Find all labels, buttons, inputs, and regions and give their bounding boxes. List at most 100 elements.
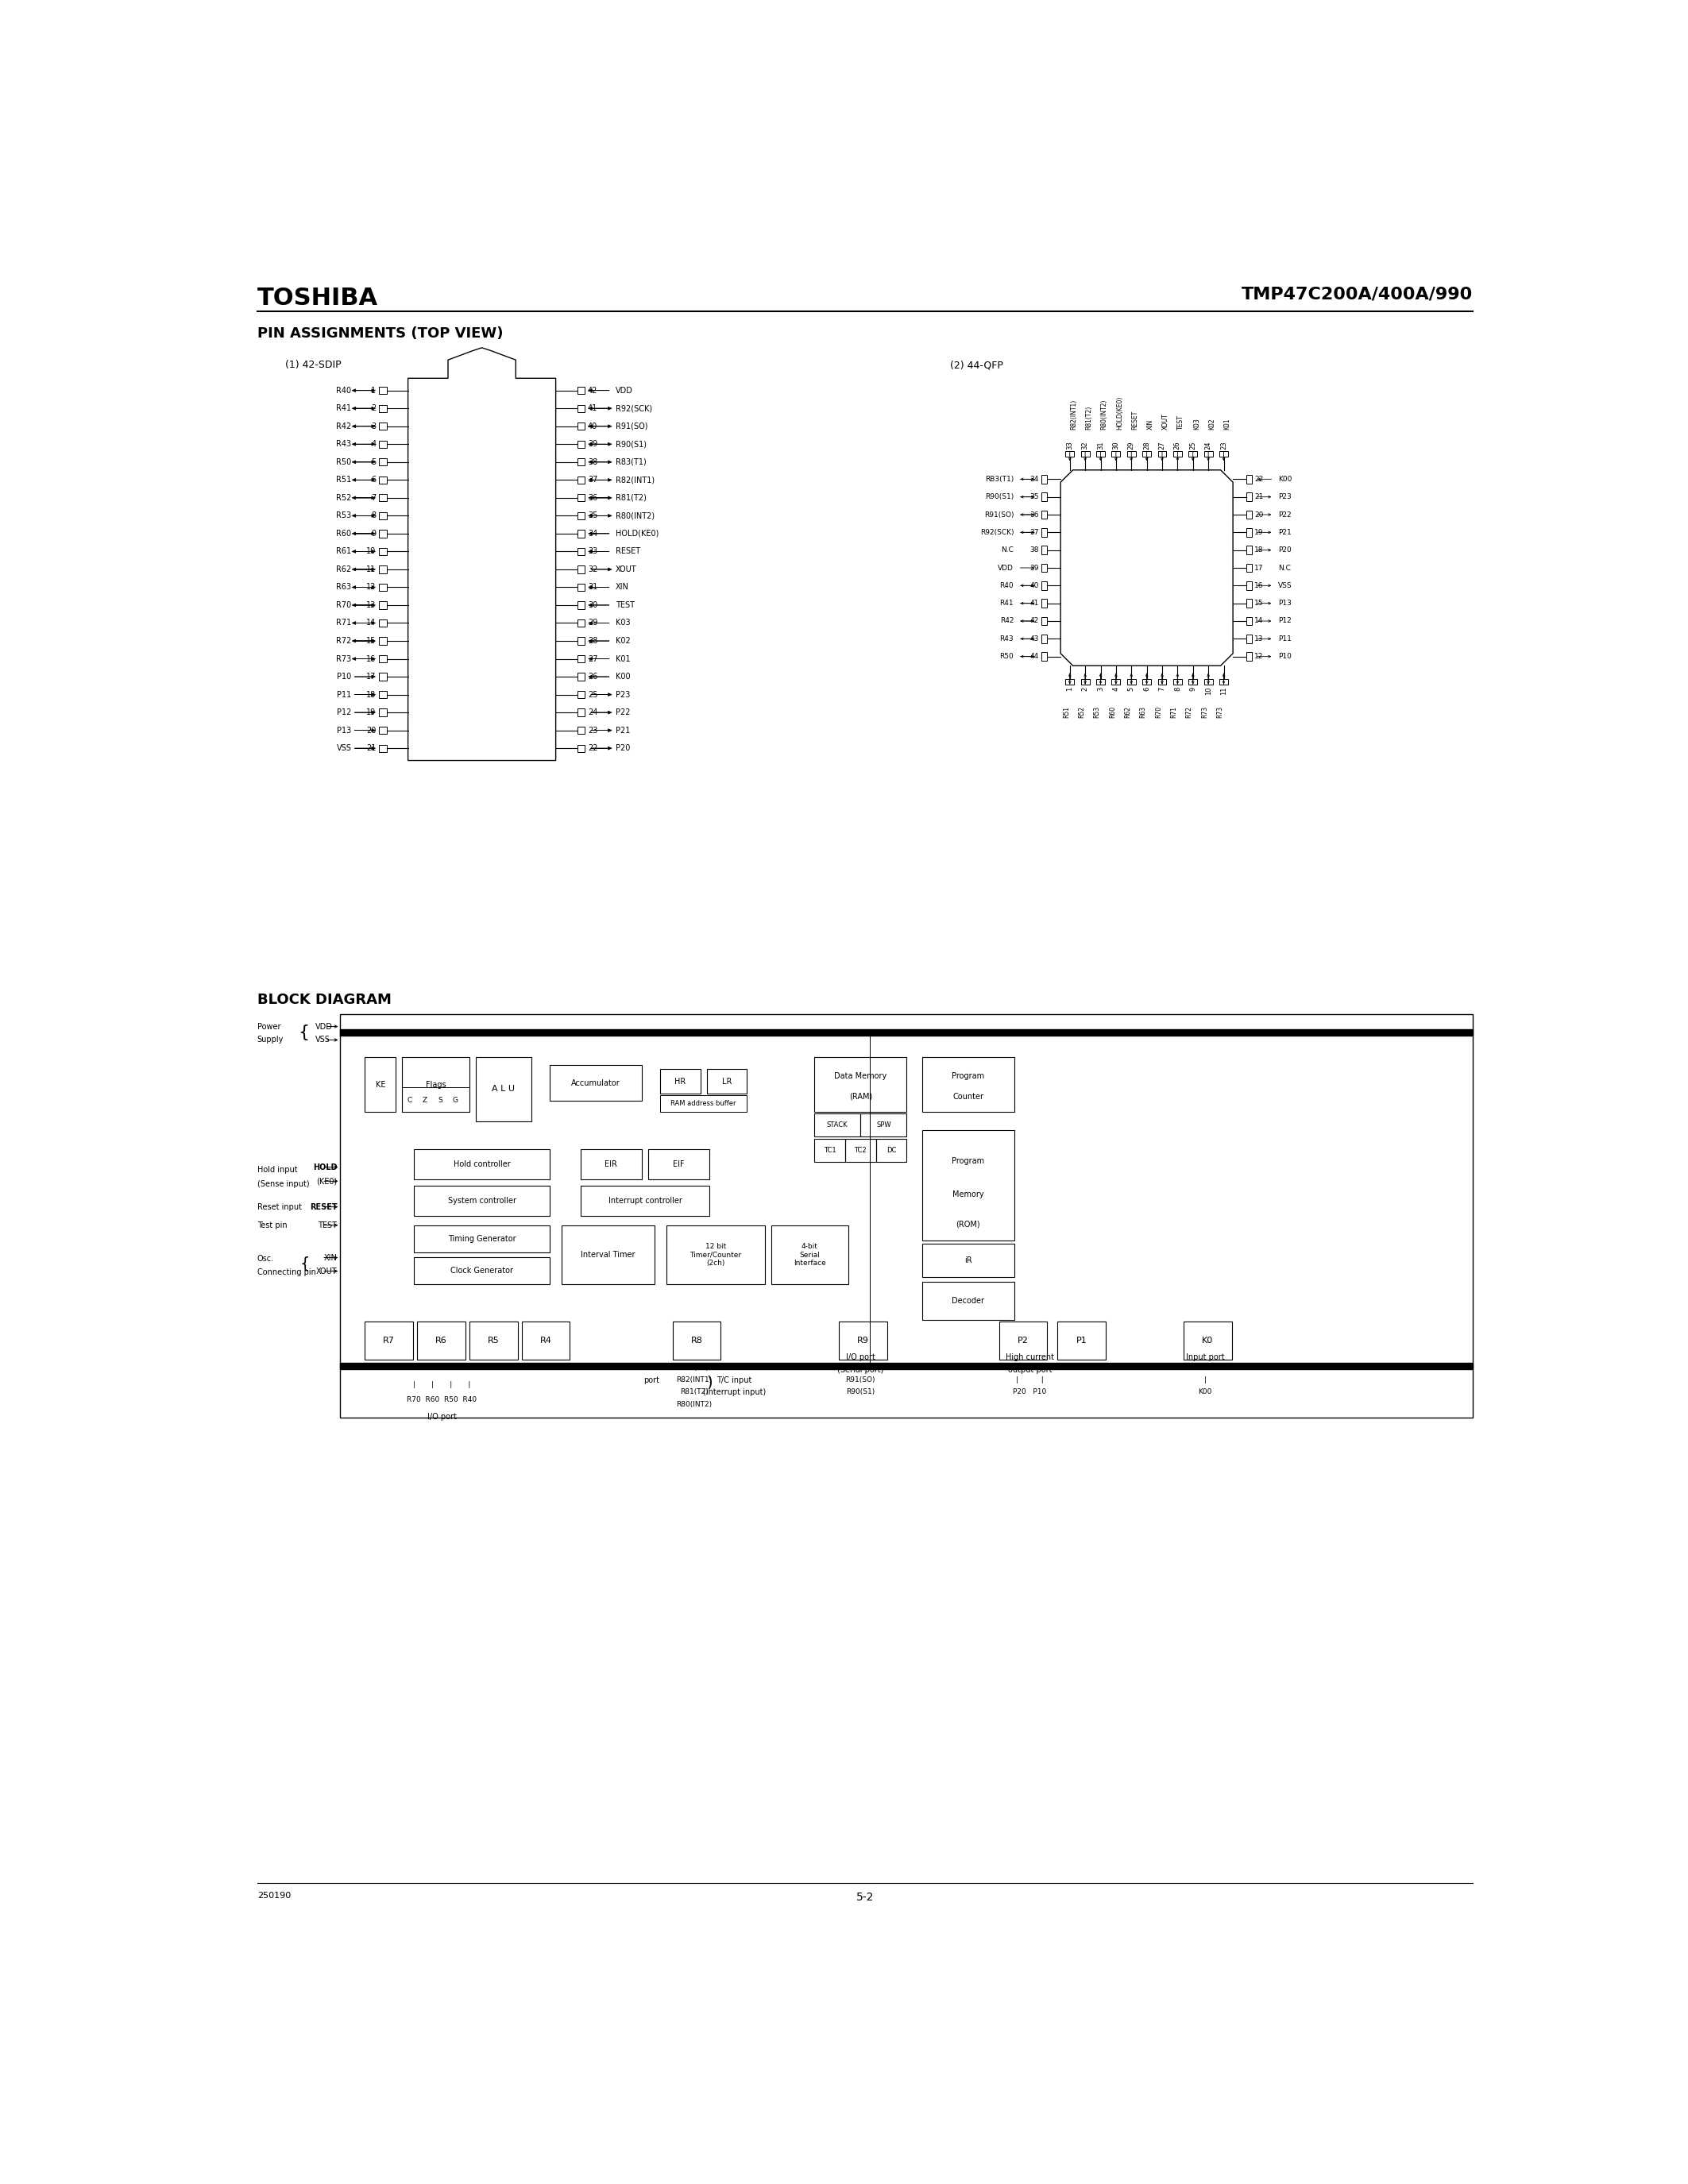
- Text: P20   P10: P20 P10: [1013, 1389, 1047, 1396]
- Bar: [380, 476, 387, 483]
- Bar: [1080, 452, 1089, 456]
- FancyArrow shape: [353, 657, 373, 660]
- Bar: [1112, 452, 1121, 456]
- Text: TOSHIBA: TOSHIBA: [257, 286, 378, 310]
- Text: iR: iR: [964, 1256, 972, 1265]
- Text: 34: 34: [587, 531, 598, 537]
- Text: R92(SCK): R92(SCK): [981, 529, 1014, 535]
- Text: 19: 19: [366, 708, 376, 716]
- Text: Interrupt controller: Interrupt controller: [608, 1197, 682, 1206]
- Text: 23: 23: [1220, 441, 1227, 450]
- Bar: [577, 387, 584, 393]
- Bar: [341, 1029, 1474, 1035]
- FancyArrow shape: [589, 443, 609, 446]
- Text: P12: P12: [1278, 618, 1291, 625]
- Text: R43: R43: [999, 636, 1014, 642]
- Text: Counter: Counter: [952, 1092, 984, 1101]
- Text: 44: 44: [1030, 653, 1040, 660]
- Text: 33: 33: [587, 548, 598, 555]
- Text: VSS: VSS: [336, 745, 351, 751]
- Text: 9: 9: [371, 531, 376, 537]
- Text: G: G: [452, 1096, 457, 1103]
- Text: 28: 28: [1143, 441, 1150, 450]
- Text: 35: 35: [587, 511, 598, 520]
- Text: 40: 40: [1030, 581, 1040, 590]
- Bar: [1173, 452, 1182, 456]
- Text: K00: K00: [1198, 1389, 1212, 1396]
- Text: 30: 30: [587, 601, 598, 609]
- Text: P23: P23: [616, 690, 630, 699]
- Text: VDD: VDD: [616, 387, 633, 395]
- Text: RESET: RESET: [309, 1203, 338, 1210]
- Bar: [922, 1282, 1014, 1319]
- Bar: [577, 548, 584, 555]
- Text: R80(INT2): R80(INT2): [677, 1400, 712, 1409]
- Text: SPW: SPW: [876, 1120, 891, 1129]
- Text: 21: 21: [1254, 494, 1264, 500]
- Text: K00: K00: [616, 673, 630, 681]
- Text: Data Memory: Data Memory: [834, 1072, 886, 1081]
- Text: R7: R7: [383, 1337, 395, 1345]
- Text: R82(INT1): R82(INT1): [1070, 400, 1077, 430]
- Text: R5: R5: [488, 1337, 500, 1345]
- Text: 41: 41: [587, 404, 598, 413]
- Text: (Sense input): (Sense input): [257, 1179, 309, 1188]
- Bar: [380, 511, 387, 520]
- Text: 41: 41: [1030, 601, 1040, 607]
- Text: 18: 18: [1254, 546, 1264, 555]
- FancyArrow shape: [591, 443, 611, 446]
- Bar: [577, 673, 584, 681]
- FancyArrow shape: [353, 461, 373, 463]
- Text: PIN ASSIGNMENTS (TOP VIEW): PIN ASSIGNMENTS (TOP VIEW): [257, 325, 503, 341]
- FancyArrow shape: [354, 747, 375, 749]
- Text: 15: 15: [1254, 601, 1264, 607]
- Text: R73: R73: [336, 655, 351, 662]
- Bar: [1041, 546, 1047, 555]
- Text: XOUT: XOUT: [616, 566, 636, 574]
- Text: R72: R72: [336, 638, 351, 644]
- Text: R90(S1): R90(S1): [616, 441, 647, 448]
- Bar: [660, 1070, 701, 1094]
- Text: R70: R70: [336, 601, 351, 609]
- Bar: [577, 583, 584, 592]
- Text: R72: R72: [1185, 705, 1193, 719]
- FancyArrow shape: [354, 478, 375, 480]
- Text: 35: 35: [1030, 494, 1040, 500]
- Bar: [577, 404, 584, 413]
- Text: R73: R73: [1217, 705, 1224, 719]
- Text: TEST: TEST: [1178, 415, 1185, 430]
- Bar: [1246, 616, 1252, 625]
- Text: K02: K02: [616, 638, 630, 644]
- Bar: [1246, 598, 1252, 607]
- Text: 12 bit
Timer/Counter
(2ch): 12 bit Timer/Counter (2ch): [690, 1243, 741, 1267]
- Text: 4-bit
Serial
Interface: 4-bit Serial Interface: [793, 1243, 825, 1267]
- Text: (2) 44-QFP: (2) 44-QFP: [950, 360, 1003, 371]
- Text: R92(SCK): R92(SCK): [616, 404, 652, 413]
- Bar: [660, 1094, 746, 1112]
- Bar: [577, 727, 584, 734]
- Text: K01: K01: [616, 655, 630, 662]
- Text: LR: LR: [722, 1077, 731, 1085]
- Text: Interval Timer: Interval Timer: [581, 1251, 635, 1258]
- Text: 31: 31: [587, 583, 598, 592]
- Text: 40: 40: [587, 422, 598, 430]
- Text: 15: 15: [366, 638, 376, 644]
- Text: R52: R52: [1079, 705, 1085, 719]
- FancyArrow shape: [354, 533, 375, 535]
- Bar: [922, 1131, 1014, 1241]
- Bar: [1246, 581, 1252, 590]
- FancyArrow shape: [589, 675, 609, 679]
- Bar: [380, 441, 387, 448]
- Bar: [550, 1066, 641, 1101]
- Text: R42: R42: [336, 422, 351, 430]
- Text: 27: 27: [1158, 441, 1166, 450]
- Text: 36: 36: [587, 494, 598, 502]
- Bar: [1158, 452, 1166, 456]
- FancyArrow shape: [354, 389, 375, 393]
- Bar: [380, 745, 387, 751]
- Text: 25: 25: [1190, 441, 1197, 450]
- Text: XOUT: XOUT: [1161, 413, 1170, 430]
- Text: TMP47C200A/400A/990: TMP47C200A/400A/990: [1242, 286, 1474, 301]
- Bar: [562, 1225, 655, 1284]
- Bar: [1219, 452, 1227, 456]
